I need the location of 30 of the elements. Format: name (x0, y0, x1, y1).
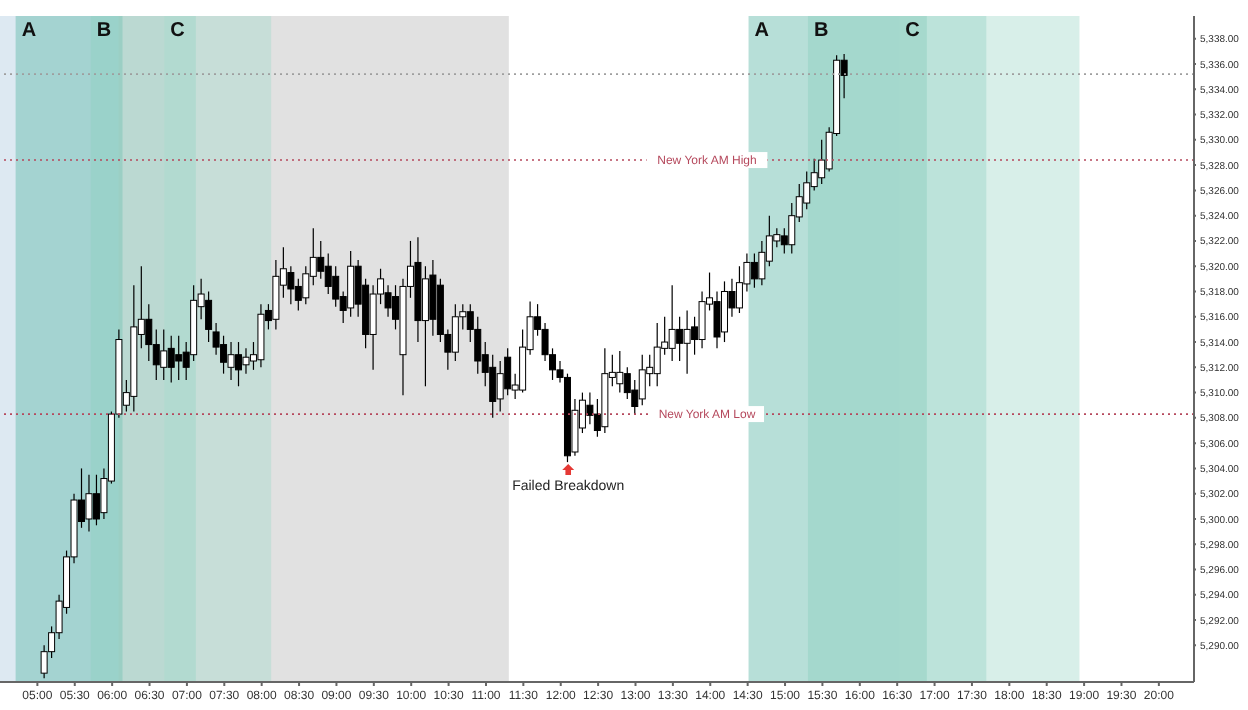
candlestick (818, 139, 826, 185)
band-label: A (754, 20, 770, 43)
candlestick (227, 341, 235, 381)
candlestick (720, 280, 728, 343)
candlestick (750, 252, 758, 289)
candlestick (167, 335, 175, 384)
candlestick (616, 350, 624, 394)
candlestick (317, 240, 325, 280)
candlestick (668, 284, 676, 362)
candlestick (683, 309, 691, 375)
band-label: C (905, 20, 920, 43)
candlestick (85, 474, 93, 533)
candlestick (347, 250, 355, 318)
band-label: A (21, 20, 37, 43)
candlestick (653, 322, 661, 387)
candlestick (92, 474, 100, 526)
candlestick (421, 265, 429, 387)
candlestick (242, 347, 250, 375)
band-label: B (813, 20, 829, 43)
candlestick (788, 202, 796, 255)
band-label: B (96, 20, 112, 43)
candlestick (676, 316, 684, 362)
candlestick (638, 354, 646, 406)
candlestick (175, 335, 183, 381)
band-label: C (170, 20, 185, 43)
candlestick (257, 303, 265, 368)
candlestick (302, 265, 310, 305)
candlestick (451, 303, 459, 362)
candlestick (235, 341, 243, 387)
candlestick (160, 328, 168, 381)
